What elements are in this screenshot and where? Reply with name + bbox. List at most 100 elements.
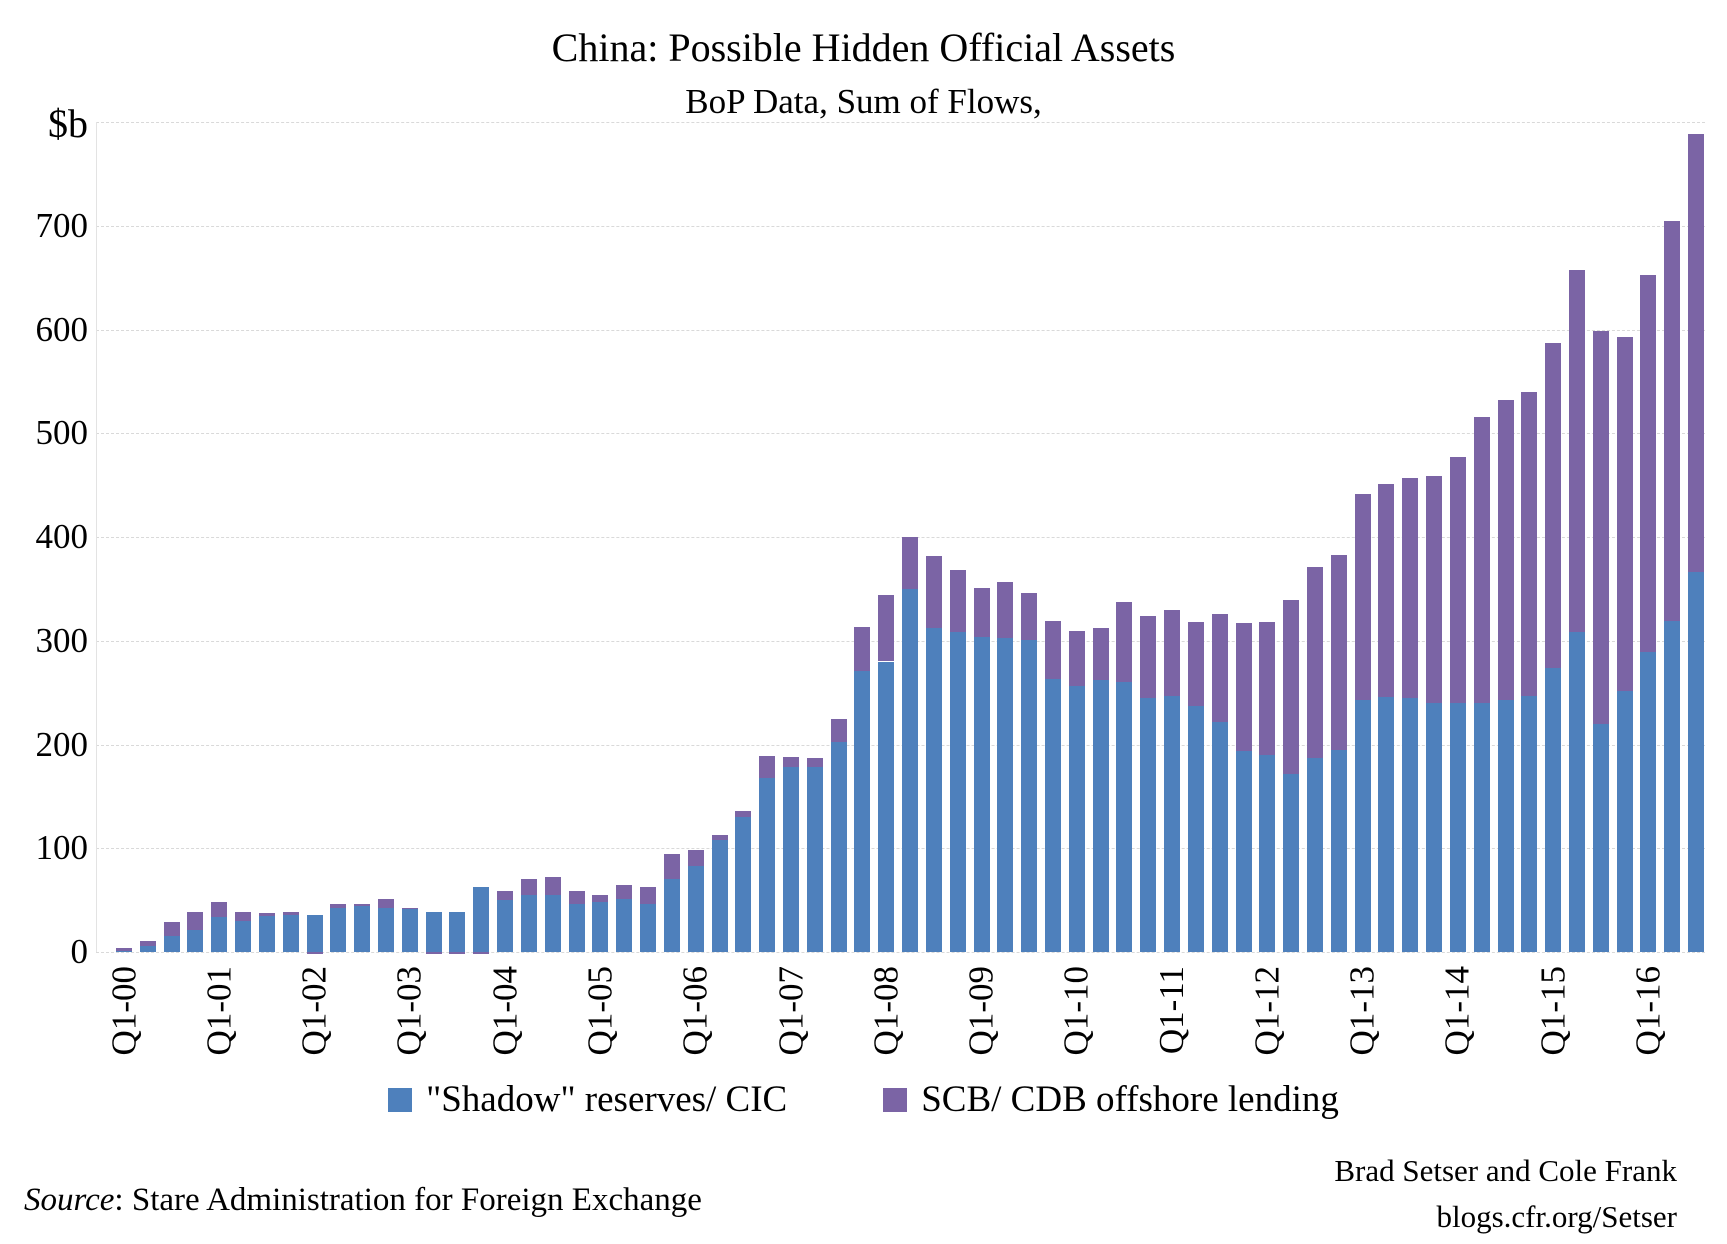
bar-segment bbox=[1021, 639, 1038, 952]
bar-segment bbox=[354, 906, 371, 952]
bar-segment bbox=[1330, 749, 1347, 952]
bar-segment bbox=[854, 670, 871, 952]
bar-segment bbox=[1092, 628, 1109, 681]
bar-segment bbox=[1164, 609, 1181, 696]
bar-segment bbox=[973, 587, 990, 637]
bar-segment bbox=[878, 595, 895, 662]
bar-segment bbox=[258, 915, 275, 952]
x-tick-label: Q1-04 bbox=[485, 966, 525, 1056]
bar-segment bbox=[378, 899, 395, 909]
bar-segment bbox=[1640, 652, 1657, 952]
bar-segment bbox=[568, 904, 585, 952]
bar-segment bbox=[139, 945, 156, 952]
bar-segment bbox=[1449, 457, 1466, 703]
bar-segment bbox=[1688, 572, 1705, 952]
legend: "Shadow" reserves/ CIC SCB/ CDB offshore… bbox=[0, 1078, 1727, 1121]
gridline-700 bbox=[96, 225, 1705, 227]
bar-segment bbox=[1497, 400, 1514, 700]
bar-segment bbox=[1426, 475, 1443, 703]
source-prefix: Source bbox=[24, 1182, 115, 1218]
bar-segment bbox=[1569, 270, 1586, 633]
bar-segment bbox=[1211, 721, 1228, 952]
bar-segment bbox=[973, 636, 990, 952]
gridline-200 bbox=[96, 744, 1705, 746]
credit-authors: Brad Setser and Cole Frank bbox=[1334, 1153, 1677, 1188]
bar-segment bbox=[1592, 723, 1609, 952]
bar-segment bbox=[282, 911, 299, 915]
bar-segment bbox=[1497, 699, 1514, 952]
bar-segment bbox=[1235, 623, 1252, 751]
bar-segment bbox=[1116, 682, 1133, 952]
bar-segment bbox=[1259, 622, 1276, 755]
y-tick-label-600: 600 bbox=[35, 309, 89, 349]
gridline-800 bbox=[96, 122, 1705, 123]
bar-segment bbox=[1640, 274, 1657, 653]
bar-segment bbox=[1235, 750, 1252, 952]
bar-segment bbox=[187, 930, 204, 952]
legend-swatch-purple-icon bbox=[883, 1087, 908, 1112]
bar-segment bbox=[473, 952, 490, 955]
x-tick-label: Q1-05 bbox=[580, 966, 620, 1056]
credits: Brad Setser and Cole Frank blogs.cfr.org… bbox=[1334, 1148, 1677, 1240]
bar-segment bbox=[711, 839, 728, 952]
bar-segment bbox=[1044, 621, 1061, 680]
bar-segment bbox=[1140, 615, 1157, 698]
bar-segment bbox=[830, 718, 847, 743]
bar-segment bbox=[1521, 695, 1538, 952]
bar-segment bbox=[1021, 593, 1038, 640]
bar-segment bbox=[235, 911, 252, 921]
bar-segment bbox=[592, 894, 609, 903]
x-tick-label: Q1-09 bbox=[961, 966, 1001, 1056]
bar-segment bbox=[116, 950, 132, 952]
bar-segment bbox=[211, 902, 228, 917]
y-axis-unit-label: $b bbox=[48, 101, 88, 146]
bar-segment bbox=[1473, 416, 1490, 703]
source-note: Source: Stare Administration for Foreign… bbox=[24, 1182, 702, 1219]
bar-segment bbox=[592, 902, 609, 952]
bar-segment bbox=[473, 886, 490, 952]
x-tick-label: Q1-06 bbox=[675, 966, 715, 1056]
bar-segment bbox=[163, 936, 180, 952]
bar-segment bbox=[1592, 330, 1609, 724]
bar-segment bbox=[640, 886, 657, 905]
bar-segment bbox=[1259, 754, 1276, 952]
bar-segment bbox=[663, 879, 680, 952]
bar-segment bbox=[1164, 695, 1181, 952]
bar-segment bbox=[687, 850, 704, 866]
bar-segment bbox=[306, 914, 323, 952]
chart-subtitle: BoP Data, Sum of Flows, bbox=[685, 82, 1042, 121]
x-tick-label: Q1-10 bbox=[1056, 966, 1096, 1056]
bar-segment bbox=[997, 637, 1014, 952]
bar-segment bbox=[711, 834, 728, 840]
bar-segment bbox=[401, 909, 418, 952]
bar-segment bbox=[1116, 602, 1133, 683]
x-tick-label: Q1-07 bbox=[770, 966, 810, 1056]
bar-segment bbox=[1140, 697, 1157, 952]
chart-title: China: Possible Hidden Official Assets bbox=[551, 25, 1176, 70]
bar-segment bbox=[687, 865, 704, 952]
bar-segment bbox=[640, 904, 657, 952]
bar-segment bbox=[1307, 757, 1323, 952]
bar-segment bbox=[902, 537, 919, 589]
bar-segment bbox=[1616, 690, 1633, 952]
x-tick-label: Q1-12 bbox=[1247, 966, 1287, 1056]
bar-segment bbox=[1378, 696, 1395, 952]
legend-item-shadow-reserves: "Shadow" reserves/ CIC bbox=[388, 1078, 787, 1121]
bar-segment bbox=[425, 911, 442, 952]
bar-segment bbox=[568, 890, 585, 905]
bar-segment bbox=[1664, 621, 1681, 952]
gridline-300 bbox=[96, 640, 1705, 642]
bar-segment bbox=[1426, 703, 1443, 952]
bar-segment bbox=[1449, 703, 1466, 952]
bar-segment bbox=[1378, 484, 1395, 697]
x-tick-label: Q1-03 bbox=[389, 966, 429, 1056]
y-tick-label-100: 100 bbox=[35, 828, 89, 868]
bar-segment bbox=[782, 756, 799, 768]
bar-segment bbox=[258, 912, 275, 916]
x-tick-label: Q1-15 bbox=[1533, 966, 1573, 1056]
bar-segment bbox=[401, 908, 418, 910]
bar-segment bbox=[1307, 567, 1323, 758]
bar-segment bbox=[925, 555, 942, 629]
legend-label-offshore-lending: SCB/ CDB offshore lending bbox=[921, 1079, 1339, 1120]
